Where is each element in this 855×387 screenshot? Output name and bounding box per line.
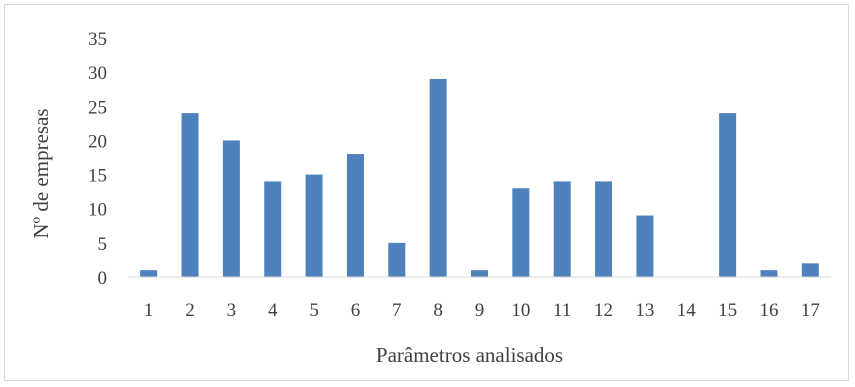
y-tick-label: 20 — [88, 131, 107, 152]
y-tick-label: 10 — [88, 200, 107, 221]
y-tick-label: 0 — [98, 268, 108, 289]
y-tick-label: 5 — [98, 234, 108, 255]
bar — [181, 113, 199, 277]
chart-frame — [4, 4, 849, 381]
y-axis-ticks: 0 5 10 15 20 25 30 35 — [88, 29, 107, 289]
bar — [595, 181, 613, 277]
x-tick-label: 9 — [475, 300, 485, 321]
x-tick-label: 7 — [392, 300, 402, 321]
x-tick-label: 16 — [759, 300, 778, 321]
x-tick-label: 3 — [227, 300, 237, 321]
bar — [801, 263, 819, 277]
x-tick-label: 13 — [635, 300, 654, 321]
x-tick-label: 10 — [511, 300, 530, 321]
x-tick-label: 4 — [268, 300, 278, 321]
x-tick-label: 12 — [594, 300, 613, 321]
bar — [346, 154, 364, 277]
x-tick-label: 6 — [351, 300, 361, 321]
x-tick-label: 11 — [553, 300, 571, 321]
bar — [305, 174, 323, 277]
x-tick-label: 17 — [801, 300, 820, 321]
bar — [264, 181, 282, 277]
x-tick-label: 8 — [433, 300, 443, 321]
bar — [636, 215, 654, 277]
bar — [760, 270, 778, 277]
y-tick-label: 25 — [88, 97, 107, 118]
bar — [471, 270, 488, 277]
bar — [388, 242, 406, 277]
bar — [719, 113, 737, 277]
x-axis-title: Parâmetros analisados — [376, 343, 563, 367]
bar — [140, 270, 158, 277]
x-axis-ticks: 1 2 3 4 5 6 7 8 9 10 11 12 13 14 15 16 17 — [144, 300, 820, 321]
y-tick-label: 35 — [88, 29, 107, 50]
bar — [429, 78, 447, 277]
x-tick-label: 1 — [144, 300, 154, 321]
bar — [553, 181, 571, 277]
x-tick-label: 5 — [309, 300, 319, 321]
bars — [140, 78, 819, 277]
y-tick-label: 30 — [88, 63, 107, 84]
bar — [512, 188, 530, 277]
y-tick-label: 15 — [88, 166, 107, 187]
y-axis-title: Nº de empresas — [29, 108, 53, 238]
x-tick-label: 2 — [185, 300, 195, 321]
bar — [222, 140, 240, 277]
x-tick-label: 14 — [677, 300, 697, 321]
x-tick-label: 15 — [718, 300, 737, 321]
